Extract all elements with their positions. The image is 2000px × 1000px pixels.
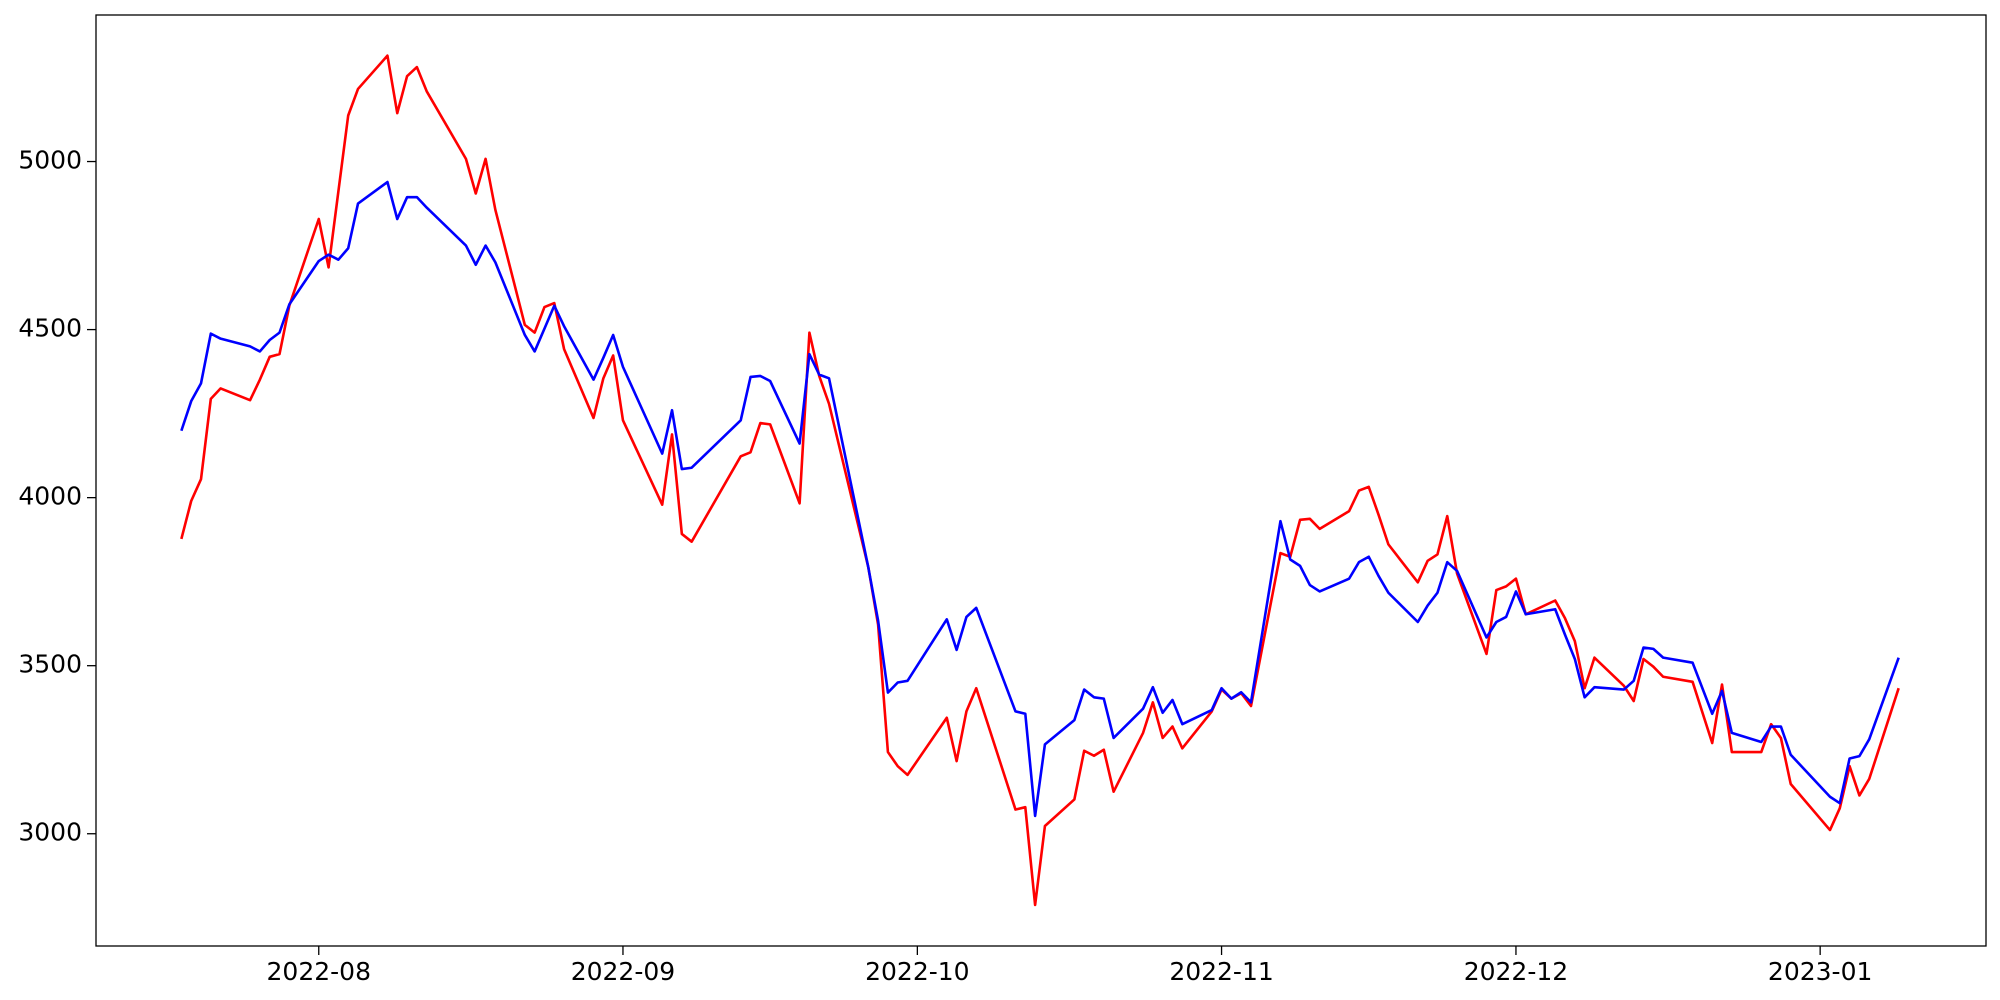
x-tick-label: 2022-10 (865, 957, 969, 986)
plot-frame (95, 14, 1987, 947)
y-tick-label: 4500 (18, 314, 82, 343)
x-tick-label: 2022-12 (1464, 957, 1568, 986)
line-series (180, 54, 1900, 907)
line-series (180, 180, 1900, 818)
y-tick-label: 5000 (18, 146, 82, 175)
x-tick-label: 2022-11 (1169, 957, 1273, 986)
y-tick-label: 3500 (18, 650, 82, 679)
y-tick-label: 3000 (18, 818, 82, 847)
x-tick-label: 2022-08 (267, 957, 371, 986)
x-tick-label: 2022-09 (571, 957, 675, 986)
x-tick-label: 2023-01 (1768, 957, 1872, 986)
y-tick-label: 4000 (18, 482, 82, 511)
